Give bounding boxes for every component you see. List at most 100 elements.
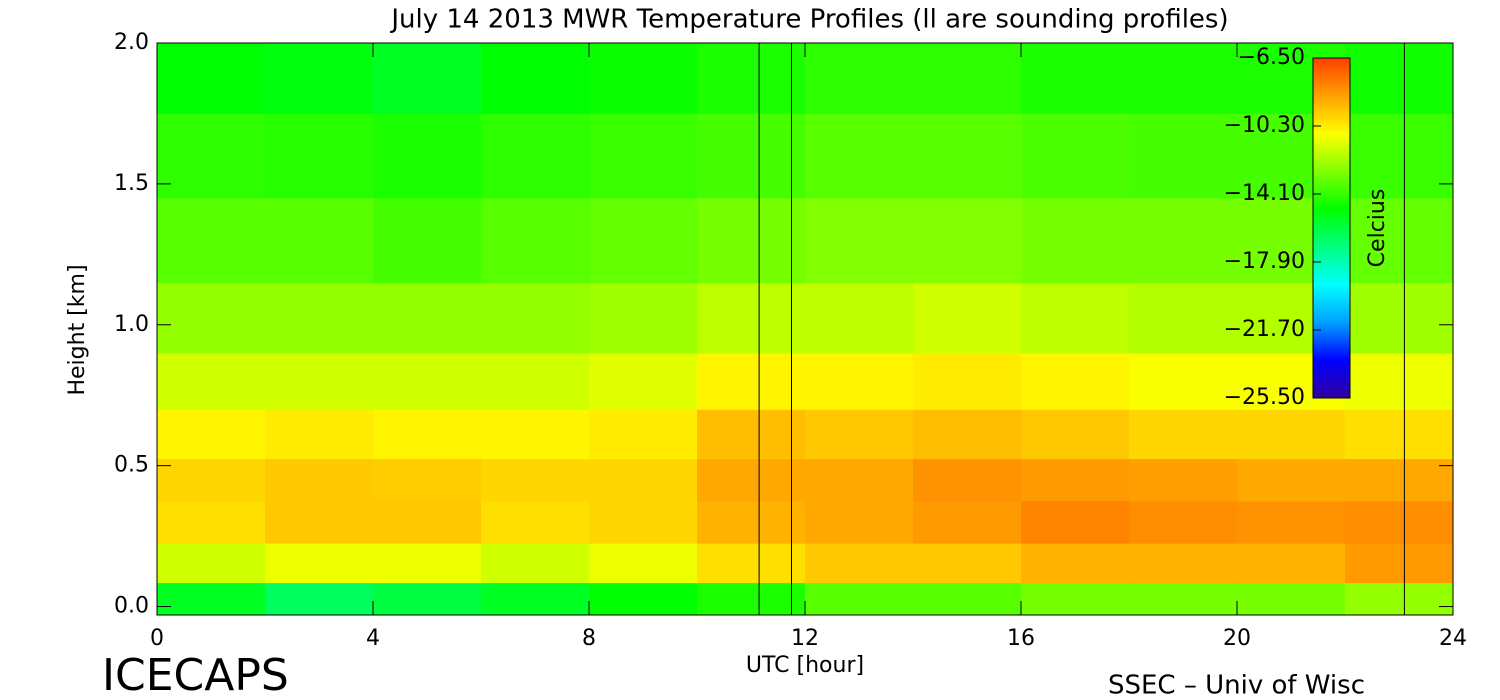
heat-cell bbox=[913, 458, 1022, 502]
heat-cell bbox=[697, 543, 806, 584]
heat-cell bbox=[481, 582, 590, 616]
heat-cell bbox=[373, 458, 482, 502]
heat-cell bbox=[1237, 500, 1346, 544]
heat-cell bbox=[1129, 582, 1238, 616]
heat-cell bbox=[1237, 409, 1346, 460]
colorbar-tick-label: −17.90 bbox=[1224, 249, 1305, 274]
heat-cell bbox=[805, 352, 914, 410]
heat-cell bbox=[1129, 409, 1238, 460]
heat-cell bbox=[1021, 197, 1130, 284]
heat-cell bbox=[1021, 352, 1130, 410]
heat-cell bbox=[1021, 282, 1130, 354]
heat-cell bbox=[589, 43, 698, 114]
heat-cell bbox=[481, 43, 590, 114]
heat-cell bbox=[1021, 43, 1130, 114]
heat-cell bbox=[373, 409, 482, 460]
right-caption: SSEC – Univ of Wisc bbox=[1108, 671, 1365, 700]
heat-cell bbox=[589, 543, 698, 584]
heat-cell bbox=[373, 197, 482, 284]
colorbar-tick-label: −21.70 bbox=[1224, 317, 1305, 342]
colorbar-tick-label: −6.50 bbox=[1238, 45, 1305, 70]
y-axis-title: Height [km] bbox=[65, 264, 90, 395]
heat-cell bbox=[913, 43, 1022, 114]
heat-cell bbox=[805, 197, 914, 284]
heat-cell bbox=[1345, 458, 1454, 502]
heat-cell bbox=[1345, 43, 1454, 114]
heat-cell bbox=[697, 582, 806, 616]
heat-cell bbox=[265, 582, 374, 616]
heat-cell bbox=[1345, 113, 1454, 199]
heat-cell bbox=[697, 409, 806, 460]
heat-cell bbox=[373, 43, 482, 114]
heat-cell bbox=[265, 43, 374, 114]
heat-cell bbox=[697, 113, 806, 199]
colorbar-tick-label: −25.50 bbox=[1224, 385, 1305, 410]
colorbar-tick-label: −14.10 bbox=[1224, 181, 1305, 206]
heat-cell bbox=[1237, 582, 1346, 616]
heat-cell bbox=[805, 113, 914, 199]
heat-cell bbox=[697, 43, 806, 114]
heat-cell bbox=[157, 43, 266, 114]
heat-cell bbox=[1345, 409, 1454, 460]
y-tick-label: 0.0 bbox=[114, 594, 149, 619]
heat-cell bbox=[1345, 543, 1454, 584]
x-tick-label: 12 bbox=[791, 626, 819, 651]
heat-cell bbox=[913, 113, 1022, 199]
heat-cell bbox=[1345, 197, 1454, 284]
heat-cell bbox=[1129, 282, 1238, 354]
heat-cell bbox=[913, 352, 1022, 410]
heat-cell bbox=[373, 543, 482, 584]
x-tick-label: 4 bbox=[366, 626, 380, 651]
heat-cell bbox=[805, 582, 914, 616]
heatmap bbox=[157, 43, 1454, 616]
heat-cell bbox=[157, 113, 266, 199]
heat-cell bbox=[481, 458, 590, 502]
heat-cell bbox=[265, 352, 374, 410]
heat-cell bbox=[1237, 458, 1346, 502]
heat-cell bbox=[589, 113, 698, 199]
heat-cell bbox=[373, 282, 482, 354]
heat-cell bbox=[157, 409, 266, 460]
heat-cell bbox=[157, 543, 266, 584]
x-tick-label: 24 bbox=[1439, 626, 1467, 651]
heat-cell bbox=[481, 409, 590, 460]
heat-cell bbox=[697, 282, 806, 354]
heat-cell bbox=[913, 582, 1022, 616]
heat-cell bbox=[373, 113, 482, 199]
heat-cell bbox=[697, 197, 806, 284]
heat-cell bbox=[1021, 500, 1130, 544]
heat-cell bbox=[481, 282, 590, 354]
heat-cell bbox=[1021, 409, 1130, 460]
heat-cell bbox=[265, 197, 374, 284]
heat-cell bbox=[157, 582, 266, 616]
heat-cell bbox=[265, 543, 374, 584]
heat-cell bbox=[805, 500, 914, 544]
heat-cell bbox=[805, 458, 914, 502]
heat-cell bbox=[697, 500, 806, 544]
colorbar-label: Celcius bbox=[1365, 189, 1390, 268]
colorbar-tick-label: −10.30 bbox=[1224, 113, 1305, 138]
heat-cell bbox=[373, 582, 482, 616]
heat-cell bbox=[481, 500, 590, 544]
x-tick-label: 8 bbox=[582, 626, 596, 651]
heat-cell bbox=[913, 197, 1022, 284]
heat-cell bbox=[265, 113, 374, 199]
heat-cell bbox=[1345, 282, 1454, 354]
colorbar bbox=[1312, 57, 1351, 399]
heat-cell bbox=[805, 409, 914, 460]
heat-cell bbox=[481, 113, 590, 199]
heat-cell bbox=[265, 458, 374, 502]
heat-cell bbox=[697, 458, 806, 502]
y-tick-label: 1.0 bbox=[114, 312, 149, 337]
heat-cell bbox=[1345, 582, 1454, 616]
heat-cell bbox=[1129, 458, 1238, 502]
heat-cell bbox=[157, 282, 266, 354]
heat-cell bbox=[373, 500, 482, 544]
heat-cell bbox=[265, 500, 374, 544]
heat-cell bbox=[157, 197, 266, 284]
heat-cell bbox=[481, 352, 590, 410]
heat-cell bbox=[589, 409, 698, 460]
heat-cell bbox=[157, 500, 266, 544]
heat-cell bbox=[1129, 43, 1238, 114]
